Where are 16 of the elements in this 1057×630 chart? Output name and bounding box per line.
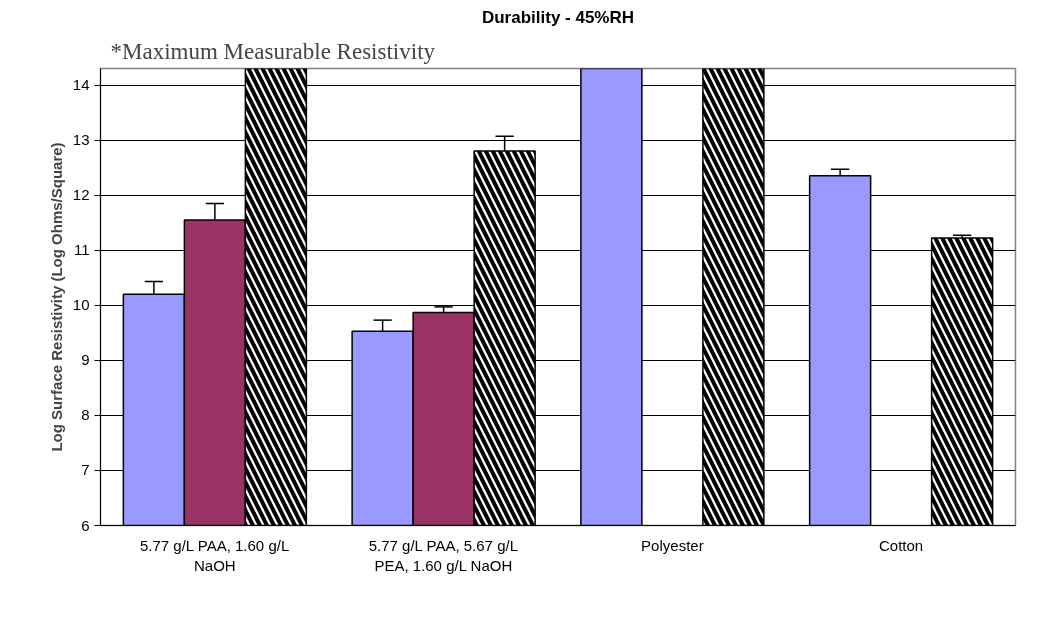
y-tick-label: 10 [72,296,90,314]
x-tick-label: Cotton [879,536,924,554]
chart-title: Durability - 45%RH [481,7,635,27]
text: *Maximum Measurable Resistivity [110,38,436,64]
y-tick-label: 11 [73,241,90,259]
y-tick-label: 13 [72,131,90,149]
x-tick-label: Polyester [641,536,704,554]
y-axis-title: Log Surface Resistivity (Log Ohms/Square) [47,142,65,452]
y-tick-label: 9 [81,351,90,369]
x-tick-label: 5.77 g/L PAA, 5.67 g/L PEA, 1.60 g/L NaOH [368,536,518,574]
y-tick-label: 6 [81,516,90,534]
y-tick-label: 12 [72,186,90,204]
x-tick-label: 5.77 g/L PAA, 1.60 g/L NaOH [139,536,290,574]
y-tick-label: 8 [81,406,90,424]
y-tick-label: 7 [81,461,90,479]
y-tick-label: 14 [72,76,90,94]
